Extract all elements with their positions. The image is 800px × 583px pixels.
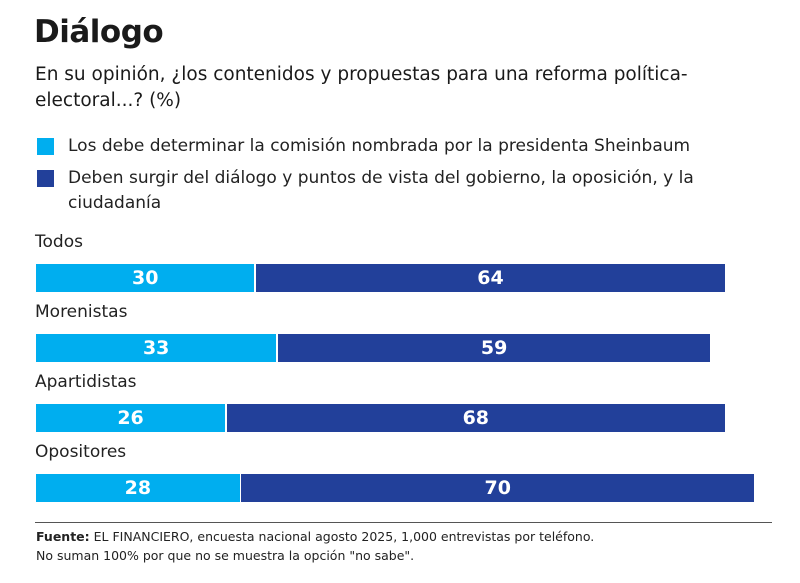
bar-segment: 26	[36, 404, 226, 432]
data-label: 26	[117, 407, 144, 429]
source-label: Fuente:	[36, 529, 90, 544]
data-label: 28	[124, 477, 152, 499]
legend-swatch-light	[37, 138, 54, 155]
bar-segment: 59	[277, 334, 711, 362]
bar-segment: 33	[36, 334, 277, 362]
footnote: No suman 100% por que no se muestra la o…	[36, 548, 415, 563]
category-label: Apartidistas	[35, 372, 137, 392]
bar-segment: 30	[36, 264, 255, 292]
legend-label: Los debe determinar la comisión nombrada…	[68, 136, 691, 156]
source-text: EL FINANCIERO, encuesta nacional agosto …	[89, 529, 595, 544]
bar-segment: 28	[36, 474, 240, 502]
chart-subtitle: En su opinión, ¿los contenidos y propues…	[35, 64, 688, 111]
data-label: 33	[142, 337, 170, 359]
data-label: 70	[484, 477, 511, 499]
bar-segment: 68	[226, 404, 726, 432]
data-label: 30	[131, 267, 159, 289]
category-label: Opositores	[35, 442, 127, 462]
source-note: Fuente: EL FINANCIERO, encuesta nacional…	[36, 529, 594, 544]
legend-label: Deben surgir del diálogo y puntos de vis…	[68, 168, 694, 213]
chart-title: Diálogo	[34, 14, 164, 50]
legend-swatch-dark	[37, 170, 54, 187]
footer-divider	[35, 522, 772, 523]
bar-segment: 70	[241, 474, 755, 502]
data-label: 68	[462, 407, 490, 429]
category-label: Todos	[35, 232, 83, 252]
data-label: 59	[480, 337, 508, 359]
data-label: 64	[477, 267, 504, 289]
category-label: Morenistas	[35, 302, 128, 322]
bar-segment: 64	[255, 264, 725, 292]
